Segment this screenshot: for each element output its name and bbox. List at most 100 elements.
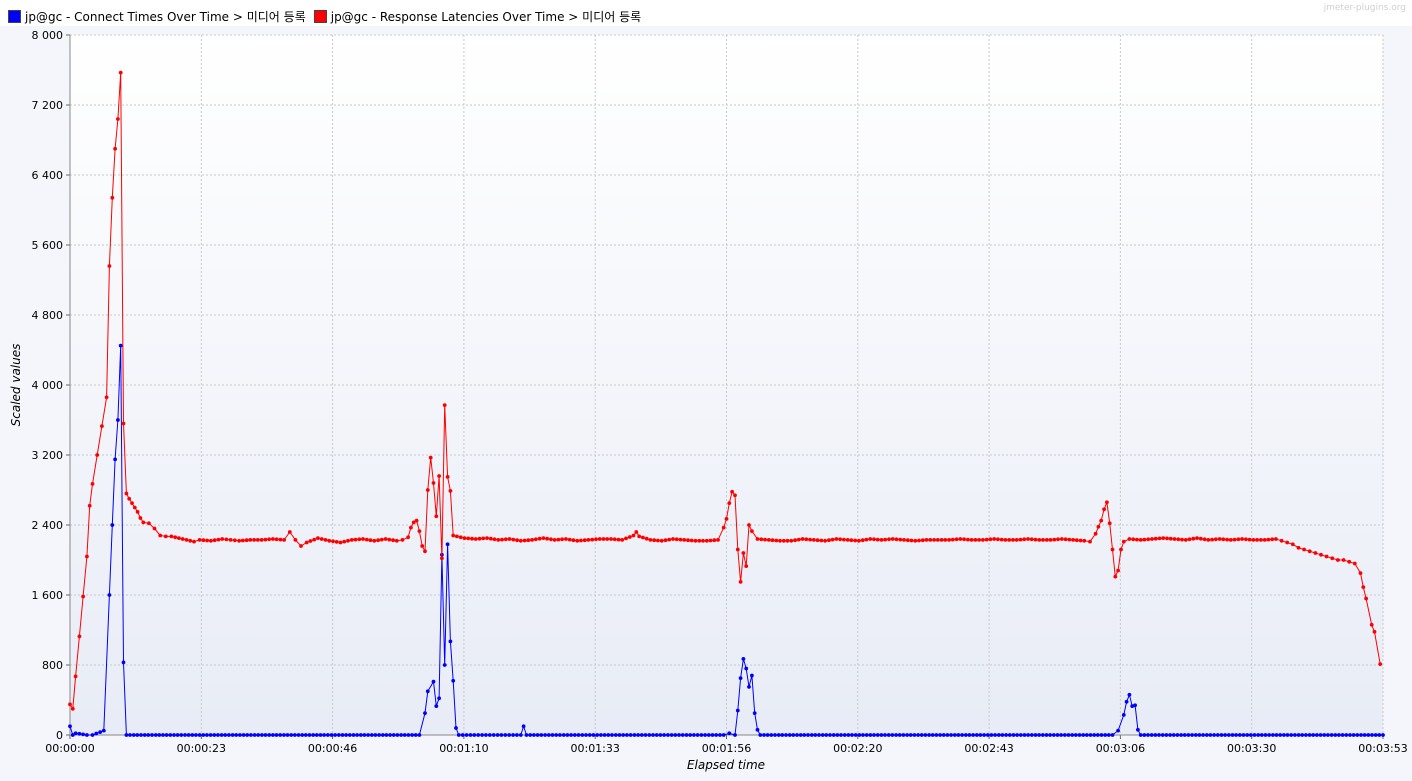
- data-point: [1153, 536, 1158, 541]
- data-point: [591, 733, 596, 737]
- data-point: [1040, 733, 1045, 737]
- data-point: [1096, 524, 1101, 529]
- data-point: [1285, 733, 1290, 737]
- data-point: [70, 733, 75, 737]
- data-point: [528, 733, 533, 737]
- data-point: [624, 536, 628, 541]
- y-tick-label: 5 600: [32, 239, 64, 252]
- data-point: [652, 538, 657, 543]
- data-point: [1278, 733, 1283, 737]
- data-point: [868, 733, 873, 737]
- data-point: [285, 733, 290, 737]
- data-point: [491, 733, 496, 737]
- data-point: [1153, 733, 1158, 737]
- data-point: [785, 538, 790, 543]
- data-point: [442, 663, 447, 667]
- data-point: [448, 639, 453, 644]
- data-point: [535, 733, 540, 737]
- data-point: [442, 403, 447, 407]
- data-point: [1228, 538, 1233, 542]
- data-point: [917, 538, 921, 543]
- data-point: [1270, 537, 1275, 542]
- data-point: [567, 537, 572, 542]
- data-point: [656, 538, 660, 543]
- data-point: [671, 537, 675, 541]
- data-point: [663, 538, 668, 543]
- data-point: [1318, 733, 1323, 737]
- data-point: [1206, 538, 1211, 542]
- data-point: [128, 733, 132, 737]
- data-point: [1131, 537, 1136, 542]
- data-point: [445, 475, 450, 479]
- data-point: [85, 554, 89, 559]
- data-point: [985, 733, 990, 737]
- data-point: [1037, 733, 1041, 737]
- data-point: [116, 418, 120, 422]
- data-point: [1333, 733, 1338, 737]
- legend-label-response-latencies: jp@gc - Response Latencies Over Time > 미…: [330, 9, 642, 24]
- data-point: [879, 733, 884, 737]
- data-point: [887, 537, 891, 542]
- data-point: [1022, 733, 1027, 737]
- data-point: [595, 733, 600, 737]
- data-point: [945, 733, 950, 737]
- data-point: [610, 733, 614, 737]
- data-point: [212, 733, 217, 737]
- data-point: [308, 539, 313, 543]
- data-point: [223, 733, 228, 737]
- data-point: [1358, 571, 1363, 575]
- data-point: [890, 537, 895, 541]
- data-point: [132, 505, 137, 510]
- data-point: [95, 453, 100, 457]
- data-point: [1236, 537, 1241, 542]
- data-point: [437, 474, 441, 478]
- data-point: [293, 538, 298, 542]
- data-point: [886, 733, 891, 737]
- data-point: [706, 733, 711, 737]
- data-point: [526, 538, 531, 543]
- data-point: [1121, 713, 1126, 717]
- data-point: [496, 538, 501, 542]
- data-point: [1078, 538, 1083, 543]
- data-point: [571, 538, 576, 543]
- data-point: [639, 733, 644, 737]
- data-point: [259, 538, 264, 542]
- data-point: [228, 538, 233, 542]
- data-point: [1048, 733, 1052, 737]
- data-point: [451, 533, 456, 538]
- data-point: [1302, 547, 1306, 552]
- data-point: [205, 538, 210, 543]
- data-point: [750, 673, 754, 678]
- data-point: [537, 536, 542, 541]
- data-point: [1213, 537, 1218, 542]
- data-point: [263, 537, 268, 542]
- data-point: [747, 523, 751, 527]
- data-point: [875, 537, 880, 542]
- data-point: [846, 733, 851, 737]
- data-point: [1282, 733, 1286, 737]
- data-point: [1251, 538, 1256, 542]
- data-point: [420, 544, 425, 548]
- data-point: [81, 732, 85, 737]
- data-point: [107, 264, 112, 268]
- data-point: [118, 70, 123, 75]
- data-point: [710, 733, 715, 737]
- data-point: [414, 518, 419, 523]
- data-point: [480, 733, 484, 737]
- data-point: [960, 733, 964, 737]
- data-point: [747, 685, 751, 689]
- data-point: [101, 728, 106, 733]
- data-point: [380, 733, 385, 737]
- data-point: [110, 195, 115, 200]
- data-point: [201, 733, 206, 737]
- data-point: [582, 538, 587, 543]
- data-point: [158, 533, 163, 538]
- data-point: [1106, 733, 1111, 737]
- data-point: [806, 733, 810, 737]
- data-point: [587, 733, 592, 737]
- data-point: [1110, 547, 1115, 552]
- data-point: [131, 733, 136, 737]
- data-point: [1366, 733, 1371, 737]
- data-point: [1313, 551, 1318, 555]
